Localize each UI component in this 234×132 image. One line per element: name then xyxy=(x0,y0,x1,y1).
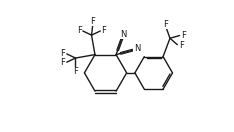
Text: F: F xyxy=(181,30,186,40)
Text: F: F xyxy=(77,27,82,36)
Text: N: N xyxy=(134,44,140,53)
Text: F: F xyxy=(101,27,106,36)
Text: F: F xyxy=(60,49,65,58)
Text: F: F xyxy=(179,41,184,50)
Text: F: F xyxy=(90,17,95,26)
Text: F: F xyxy=(163,20,168,29)
Text: N: N xyxy=(120,30,127,39)
Text: F: F xyxy=(60,58,65,67)
Text: F: F xyxy=(73,67,78,76)
